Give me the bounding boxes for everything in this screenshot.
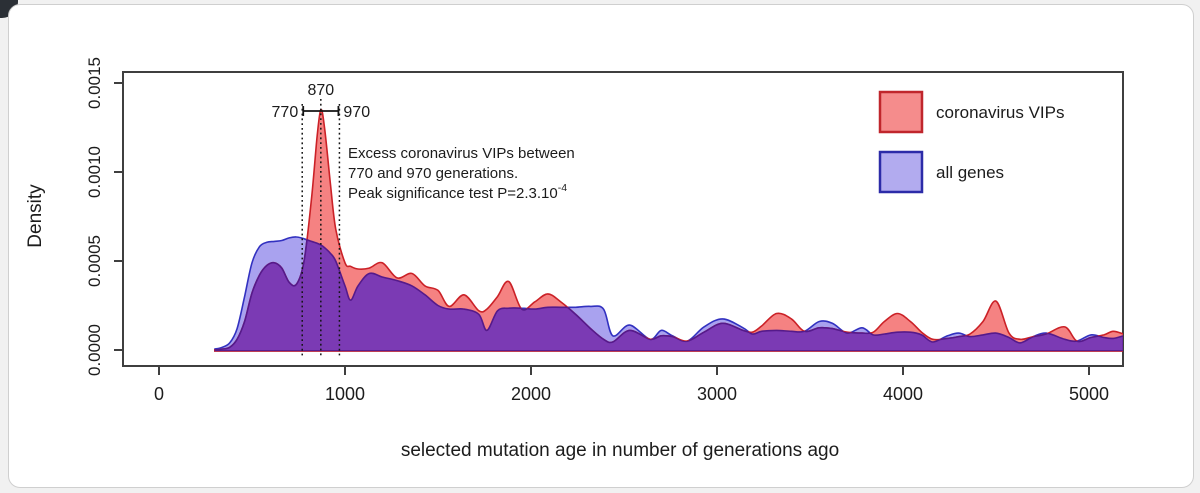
annotation-line-3: Peak significance test P=2.3.10-4 — [348, 182, 567, 202]
legend-swatch-all-genes — [878, 150, 924, 194]
axis-ticks — [114, 82, 1090, 375]
legend-swatch-coronavirus-vips — [878, 90, 924, 134]
annotation-line-1: Excess coronavirus VIPs between — [348, 145, 575, 162]
legend: coronavirus VIPs all genes — [878, 90, 1065, 194]
figure-card — [8, 4, 1194, 488]
annotation-p-exponent: -4 — [558, 182, 567, 194]
x-tick-label: 1000 — [325, 384, 365, 404]
x-axis-title: selected mutation age in number of gener… — [401, 440, 839, 461]
x-tick-label: 2000 — [511, 384, 551, 404]
annotation-p-value: Peak significance test P=2.3.10 — [348, 185, 558, 202]
x-tick-label: 0 — [154, 384, 164, 404]
x-tick-label: 3000 — [697, 384, 737, 404]
y-tick-label: 0.0010 — [85, 146, 104, 198]
range-low-label: 770 — [272, 104, 299, 121]
legend-label-all-genes: all genes — [936, 163, 1004, 182]
legend-label-coronavirus-vips: coronavirus VIPs — [936, 103, 1065, 122]
y-axis-title: Density — [25, 184, 46, 248]
density-curves — [214, 108, 1123, 352]
x-tick-label: 4000 — [883, 384, 923, 404]
range-high-label: 970 — [343, 104, 370, 121]
y-tick-label: 0.0015 — [85, 57, 104, 109]
x-tick-label: 5000 — [1069, 384, 1109, 404]
peak-value-label: 870 — [307, 82, 334, 99]
y-tick-label: 0.0005 — [85, 235, 104, 287]
annotation-line-2: 770 and 970 generations. — [348, 165, 518, 182]
y-tick-label: 0.0000 — [85, 324, 104, 376]
plot-frame — [122, 71, 1124, 367]
area-overlap — [214, 236, 1123, 351]
